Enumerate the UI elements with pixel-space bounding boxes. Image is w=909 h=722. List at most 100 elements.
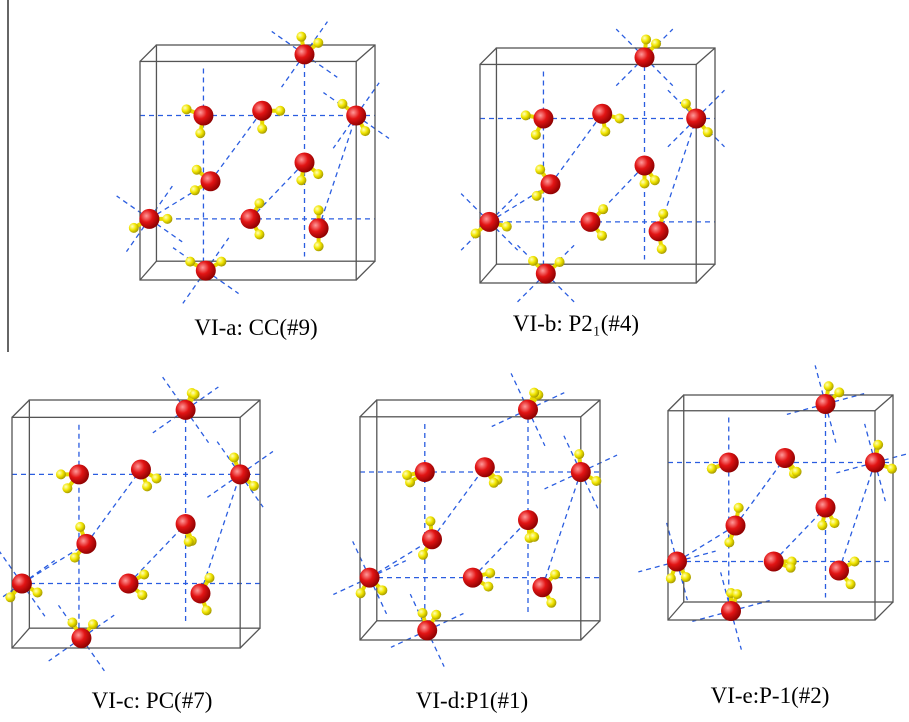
cell-edge [480, 48, 496, 64]
oxygen-atom [230, 464, 250, 484]
cell-edge [240, 400, 260, 417]
oxygen-atom [201, 171, 221, 191]
oxygen-atom [176, 514, 196, 534]
hydrogen-atom [360, 126, 370, 136]
hydrogen-atom [485, 568, 495, 578]
cell-edge [356, 45, 375, 61]
hydrogen-atom [296, 32, 306, 42]
oxygen-atom [571, 462, 591, 482]
cell-edge [875, 395, 893, 411]
oxygen-atom [635, 156, 655, 176]
oxygen-atom [346, 106, 366, 126]
hydrogen-atom [190, 389, 200, 399]
hydrogen-atom [521, 110, 531, 120]
panel-label: VI-e:P-1(#2) [711, 683, 830, 708]
oxygen-atom [775, 448, 795, 468]
h-bond [551, 114, 603, 185]
oxygen-atom [422, 529, 442, 549]
oxygen-atom [816, 394, 836, 414]
hydrogen-atom [535, 165, 545, 175]
hydrogen-atom [734, 503, 744, 513]
figure: VI-a: CC(#9) VI-b: P2₁(#4) VI-c: PC(#7) … [0, 0, 909, 722]
hydrogen-atom [824, 381, 834, 391]
hydrogen-atom [471, 228, 481, 238]
panel-label: VI-b: P2₁(#4) [513, 311, 639, 336]
hydrogen-atom [75, 522, 85, 532]
oxygen-atom [463, 568, 483, 588]
oxygen-atom [536, 264, 556, 284]
oxygen-atom [518, 510, 538, 530]
oxygen-atom [518, 400, 538, 420]
hydrogen-atom [529, 388, 539, 398]
hydrogen-atom [229, 452, 239, 462]
h-bond [432, 467, 485, 539]
hydrogen-atom [834, 387, 844, 397]
h-bond [250, 163, 304, 219]
oxygen-atom [635, 47, 655, 67]
structure-panel [333, 373, 617, 666]
panel-label: VI-a: CC(#9) [194, 315, 317, 340]
hydrogen-atom [615, 113, 625, 123]
hydrogen-atom [792, 467, 802, 477]
h-bond [129, 524, 186, 584]
hydrogen-atom [681, 572, 691, 582]
oxygen-atom [649, 221, 669, 241]
cell-back [496, 48, 715, 264]
oxygen-atom [295, 153, 315, 173]
hydrogen-atom [67, 617, 77, 627]
hydrogen-atom [528, 256, 538, 266]
hydrogen-atom [162, 214, 172, 224]
hydrogen-atom [707, 464, 717, 474]
cell-back [156, 45, 375, 261]
cell-edge [12, 628, 29, 648]
hydrogen-atom [529, 532, 539, 542]
hydrogen-atom [817, 520, 827, 530]
hydrogen-atom [887, 464, 897, 474]
oxygen-atom [829, 561, 849, 581]
hydrogen-atom [314, 241, 324, 251]
cell-edge [12, 400, 29, 417]
oxygen-atom [119, 574, 139, 594]
oxygen-atom [865, 453, 885, 473]
hydrogen-atom [574, 449, 584, 459]
cell-edge [140, 45, 156, 61]
hydrogen-atom [202, 605, 212, 615]
h-bond [211, 111, 263, 182]
hydrogen-atom [254, 198, 264, 208]
cell-edge [581, 621, 600, 640]
hydrogen-atom [532, 191, 542, 201]
hydrogen-atom [70, 553, 80, 563]
hydrogen-atom [502, 222, 512, 232]
hydrogen-atom [139, 570, 149, 580]
structure-panel [638, 365, 909, 649]
hydrogen-atom [254, 229, 264, 239]
h-bond [736, 458, 786, 526]
hydrogen-atom [204, 573, 214, 583]
cell-edge [668, 395, 684, 411]
structure-panel [117, 22, 389, 304]
hydrogen-atom [550, 569, 560, 579]
hydrogen-atom [249, 481, 259, 491]
hydrogen-atom [152, 473, 162, 483]
hydrogen-atom [873, 440, 883, 450]
h-bond [86, 469, 141, 543]
cell-edge [581, 400, 600, 417]
cell-edge [356, 261, 375, 280]
oxygen-atom [309, 218, 329, 238]
oxygen-atom [764, 552, 784, 572]
structure-panel [0, 377, 273, 671]
oxygen-atom [139, 209, 159, 229]
oxygen-atom [417, 620, 437, 640]
hydrogen-atom [650, 175, 660, 185]
h-bond [473, 520, 528, 578]
oxygen-atom [176, 400, 196, 420]
cell-edge [360, 400, 377, 417]
oxygen-atom [360, 568, 380, 588]
hydrogen-atom [377, 585, 387, 595]
hydrogen-atom [786, 563, 796, 573]
cell-edge [668, 602, 684, 620]
oxygen-atom [131, 459, 151, 479]
hydrogen-atom [182, 104, 192, 114]
oxygen-atom [816, 498, 836, 518]
oxygen-atom [196, 261, 216, 281]
